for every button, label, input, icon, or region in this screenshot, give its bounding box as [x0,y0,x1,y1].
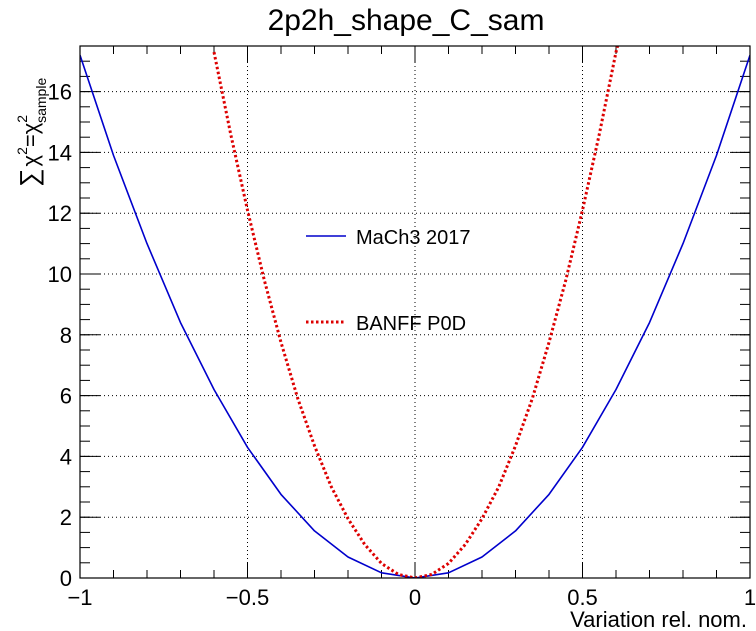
series-line-1 [212,46,620,578]
legend-label: MaCh3 2017 [356,227,471,249]
y-label-sub: sample [33,78,49,123]
x-tick-label: 1 [744,585,756,610]
y-tick-label: 16 [48,80,72,105]
y-tick-label: 12 [48,201,72,226]
y-label-sup2: 2 [14,115,30,123]
series-line-0 [80,54,750,578]
y-label-chi: χ [18,154,43,166]
y-tick-label: 4 [60,444,72,469]
x-axis-label: Variation rel. nom. [570,607,747,631]
x-tick-label: 0 [409,585,421,610]
x-tick-labels: −1 −0.5 0 0.5 1 [67,585,756,610]
grid [79,46,751,578]
y-label-sum: ∑ [14,168,44,187]
y-tick-labels: 0 2 4 6 8 10 12 14 16 [48,80,72,591]
chart-title: 2p2h_shape_C_sam [268,4,545,37]
plot-frame [79,45,751,579]
x-tick-label: −1 [67,585,92,610]
y-tick-label: 10 [48,262,72,287]
y-label-eq: =χ [18,122,43,147]
y-tick-label: 14 [48,140,72,165]
legend: MaCh3 2017 BANFF P0D [306,227,471,335]
y-tick-label: 6 [60,384,72,409]
y-tick-label: 0 [60,566,72,591]
curves [80,46,750,578]
y-axis-label: ∑χ2=χ2 sample [14,78,49,187]
legend-label: BANFF P0D [356,313,466,335]
y-label-sup1: 2 [14,147,30,155]
x-tick-label: −0.5 [226,585,269,610]
y-tick-label: 2 [60,505,72,530]
y-tick-label: 8 [60,323,72,348]
x-tick-label: 0.5 [567,585,598,610]
